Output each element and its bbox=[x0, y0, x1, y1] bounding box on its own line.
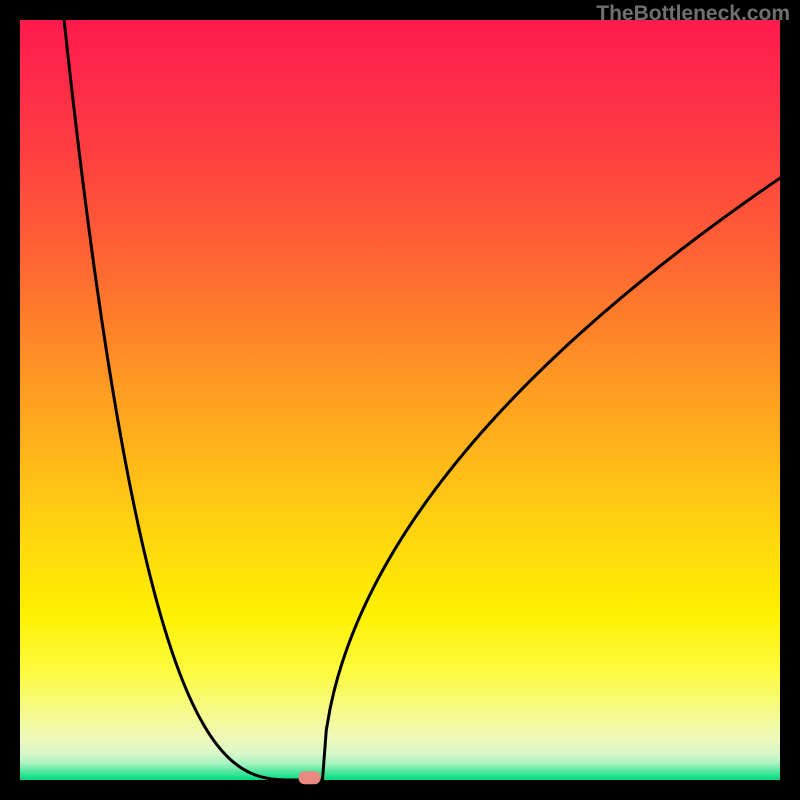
optimum-marker bbox=[299, 771, 321, 784]
watermark-text: TheBottleneck.com bbox=[596, 2, 790, 26]
chart-svg bbox=[0, 0, 800, 800]
gradient-background bbox=[20, 20, 780, 780]
